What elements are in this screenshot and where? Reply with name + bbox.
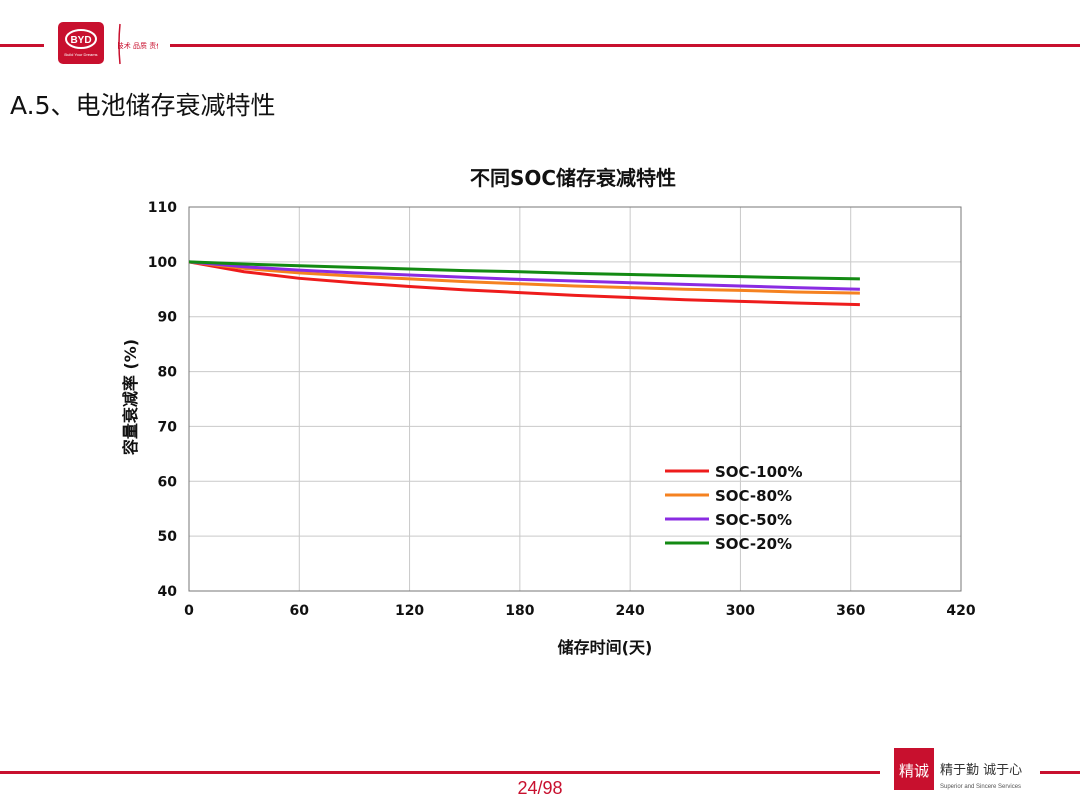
byd-logo: BYD Build Your Dreams [58,22,104,64]
legend-label: SOC-50% [715,511,792,529]
slide-title: A.5、电池储存衰减特性 [10,91,276,120]
footer-seal-glyphs: 精诚 [899,762,929,780]
header-rule-right [170,44,1080,47]
x-tick-label: 180 [505,603,534,619]
x-tick-label: 0 [184,603,194,619]
byd-logo-text: BYD [70,35,91,46]
page-number: 24/98 [517,778,563,798]
x-axis-label: 储存时间(天) [557,638,653,657]
series-line-soc-100% [188,260,860,307]
y-axis-label: 容量衰减率 (%) [121,339,140,456]
legend-label: SOC-80% [715,487,792,505]
y-tick-label: 60 [158,474,178,490]
y-tick-label: 80 [158,365,178,381]
y-tick-label: 70 [158,419,178,435]
x-tick-label: 420 [946,603,975,619]
x-tick-label: 360 [836,603,865,619]
header-rule-left [0,44,44,47]
footer-seal-logo: 精诚 精于勤 诚于心 Superior and Sincere Services [894,748,1022,790]
quality-seal-logo: 技术 品质 责任 [118,23,158,65]
x-tick-label: 60 [290,603,310,619]
seal-text: 技术 品质 责任 [118,41,158,50]
footer-sub-slogan: Superior and Sincere Services [940,784,1021,790]
line-chart: 不同SOC储存衰减特性 0 60 120 180 240 300 360 420 40 50 60 7… [121,166,976,657]
legend-label: SOC-100% [715,463,802,481]
series-line-soc-80% [188,260,860,295]
series-line-soc-50% [188,260,860,291]
x-tick-label: 240 [616,603,645,619]
footer-rule-left [0,771,880,774]
y-tick-label: 90 [158,310,178,326]
footer-slogan: 精于勤 诚于心 [940,763,1022,778]
axis-ticks: 0 60 120 180 240 300 360 420 40 50 60 70 80 90 100 110 [148,200,976,619]
y-tick-label: 40 [158,584,178,600]
y-tick-label: 50 [158,529,178,545]
series-line-soc-20% [188,260,860,281]
plot-area-border [188,206,962,592]
y-tick-label: 110 [148,200,177,216]
byd-logo-slogan: Build Your Dreams [64,52,97,57]
x-tick-label: 120 [395,603,424,619]
series-lines [188,260,860,307]
footer-rule-right [1040,771,1080,774]
legend-label: SOC-20% [715,535,792,553]
legend: SOC-100% SOC-80% SOC-50% SOC-20% [665,463,802,553]
chart-title: 不同SOC储存衰减特性 [470,166,676,190]
y-tick-label: 100 [148,255,177,271]
x-tick-label: 300 [726,603,755,619]
